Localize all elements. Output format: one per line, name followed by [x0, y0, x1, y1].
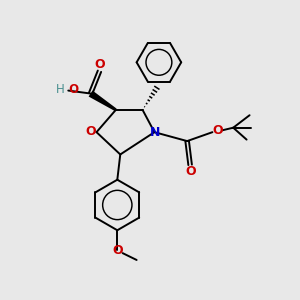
Text: O: O	[86, 125, 97, 138]
Text: O: O	[65, 82, 79, 96]
Text: O: O	[212, 124, 223, 137]
Text: O: O	[95, 58, 105, 71]
Text: O: O	[112, 244, 123, 257]
Text: H: H	[56, 82, 65, 96]
Polygon shape	[88, 91, 117, 111]
Text: O: O	[185, 165, 196, 178]
Text: N: N	[150, 126, 160, 139]
